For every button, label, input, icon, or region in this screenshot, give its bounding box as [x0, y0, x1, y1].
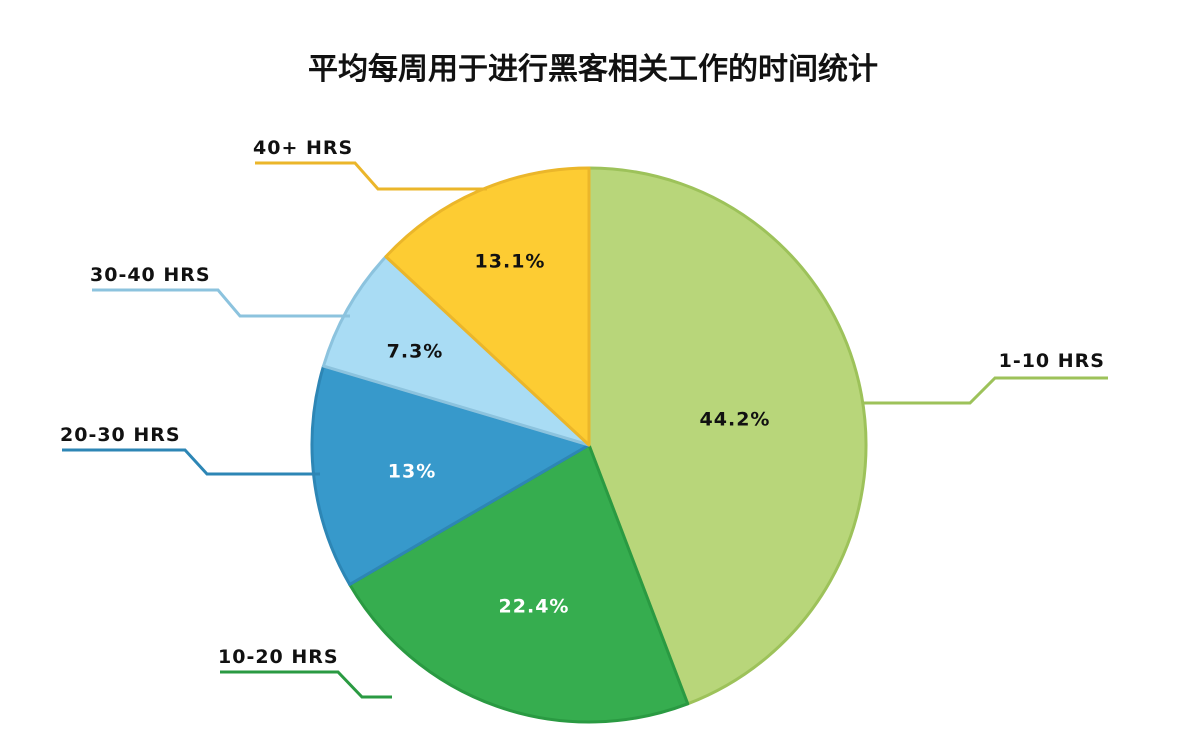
slice-percent-5: 13.1% [475, 251, 546, 273]
leader-line-2 [220, 670, 392, 699]
pie-slice-5 [384, 166, 591, 447]
leader-lines [62, 161, 1108, 699]
pie-slice-2 [348, 443, 690, 724]
slice-label-2: 10-20 HRS [218, 646, 339, 668]
leader-line-4 [92, 288, 350, 318]
slice-label-4: 30-40 HRS [90, 264, 211, 286]
pie-slices [310, 166, 868, 724]
slice-label-1: 1-10 HRS [999, 350, 1105, 372]
slice-label-3: 20-30 HRS [60, 424, 181, 446]
percent-labels: 44.2% 22.4% 13% 7.3% 13.1% [387, 251, 771, 618]
slice-label-5: 40+ HRS [253, 137, 353, 159]
pie-slice-1 [587, 166, 868, 706]
leader-line-1 [864, 376, 1108, 405]
leader-line-5 [255, 161, 487, 191]
pie-slice-3 [310, 364, 591, 586]
slice-percent-3: 13% [388, 461, 436, 483]
leader-line-3 [62, 448, 320, 476]
slice-percent-4: 7.3% [387, 341, 444, 363]
pie-slice-4 [321, 255, 591, 447]
slice-percent-1: 44.2% [700, 409, 771, 431]
slice-percent-2: 22.4% [499, 596, 570, 618]
chart-title: 平均每周用于进行黑客相关工作的时间统计 [308, 52, 878, 87]
category-labels: 1-10 HRS 10-20 HRS 20-30 HRS 30-40 HRS 40+ H… [60, 137, 1105, 668]
